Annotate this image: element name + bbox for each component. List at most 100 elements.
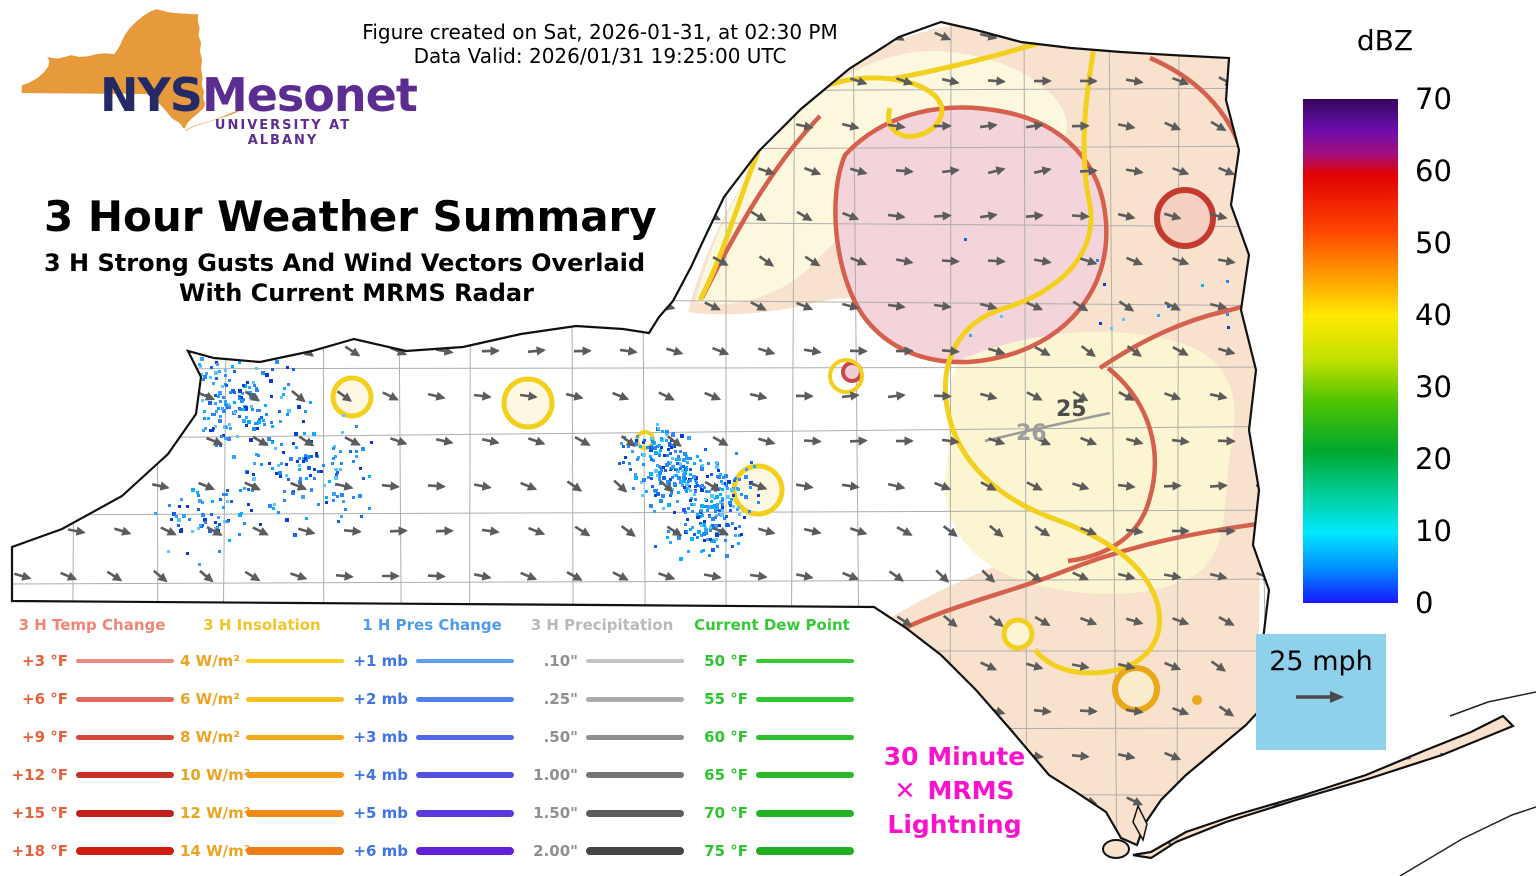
wind-arrow: [842, 571, 860, 581]
radar-pixel: [1167, 305, 1170, 308]
radar-pixel: [702, 523, 706, 527]
radar-pixel: [333, 445, 336, 448]
wind-arrow: [527, 436, 546, 446]
radar-pixel: [725, 554, 729, 558]
radar-pixel: [701, 464, 704, 467]
radar-pixel: [322, 464, 325, 467]
legend-item: +4 mb: [350, 756, 514, 794]
radar-pixel: [230, 500, 233, 503]
radar-pixel: [700, 504, 704, 508]
legend-line-swatch: [246, 659, 344, 663]
wind-arrow: [1034, 525, 1051, 537]
radar-pixel: [251, 408, 254, 411]
radar-pixel: [682, 473, 685, 476]
legend-column-title: 3 H Insolation: [203, 616, 321, 634]
radar-pixel: [730, 498, 733, 501]
radar-pixel: [271, 467, 274, 470]
wind-arrow: [1348, 751, 1366, 761]
radar-pixel: [232, 455, 236, 459]
insolation-circle: [1001, 617, 1035, 651]
radar-pixel: [738, 513, 741, 516]
radar-pixel: [270, 395, 273, 398]
wind-arrow: [1025, 31, 1044, 41]
wind-arrow: [704, 301, 721, 311]
radar-pixel: [711, 517, 715, 521]
legend-item: 50 °F: [690, 642, 854, 680]
radar-pixel: [302, 457, 305, 460]
radar-pixel: [336, 495, 339, 498]
radar-pixel: [287, 478, 290, 481]
wind-arrow: [795, 481, 814, 491]
radar-pixel: [691, 526, 694, 529]
radar-pixel: [628, 462, 631, 465]
wind-arrow: [574, 435, 591, 447]
wind-arrow: [933, 391, 952, 401]
radar-pixel: [964, 238, 967, 241]
radar-pixel: [218, 550, 221, 553]
wind-arrow: [1026, 570, 1042, 582]
radar-pixel: [203, 417, 206, 420]
radar-pixel: [711, 505, 715, 509]
legend-item: 70 °F: [690, 794, 854, 832]
radar-pixel: [241, 392, 244, 395]
wind-arrow: [435, 436, 454, 446]
radar-pixel: [658, 444, 661, 447]
legend-line-swatch: [76, 659, 174, 663]
legend-item-label: +5 mb: [353, 804, 408, 822]
radar-pixel: [310, 489, 313, 492]
radar-pixel: [176, 363, 180, 367]
wind-arrow: [887, 301, 906, 311]
radar-pixel: [271, 368, 274, 371]
radar-pixel: [261, 371, 265, 375]
mrms-radar-pixels: [151, 238, 1230, 566]
radar-pixel: [661, 494, 665, 498]
wind-arrow: [1493, 526, 1512, 536]
legend-item-label: 14 W/m²: [180, 842, 251, 860]
legend-column-5: Current Dew Point 50 °F 55 °F 60 °F 65 °F 70 …: [690, 612, 854, 870]
legend-item-label: .25": [543, 690, 578, 708]
radar-pixel: [673, 511, 676, 514]
radar-pixel: [725, 484, 728, 487]
radar-pixel: [709, 529, 712, 532]
legend-column-title: 1 H Pres Change: [362, 616, 502, 634]
radar-pixel: [256, 409, 259, 412]
radar-pixel: [203, 410, 206, 413]
radar-pixel: [707, 462, 710, 465]
radar-pixel: [296, 460, 299, 463]
radar-pixel: [292, 490, 295, 493]
radar-pixel: [685, 482, 689, 486]
radar-pixel: [681, 469, 684, 472]
radar-pixel: [278, 471, 282, 475]
radar-pixel: [743, 516, 746, 519]
radar-pixel: [696, 513, 699, 516]
radar-pixel: [679, 480, 683, 484]
radar-pixel: [214, 402, 217, 405]
radar-pixel: [740, 493, 743, 496]
legend-line-swatch: [586, 659, 684, 663]
radar-pixel: [637, 456, 640, 459]
wind-arrow: [336, 390, 353, 402]
wind-arrow: [887, 121, 906, 131]
radar-pixel: [715, 533, 719, 537]
radar-pixel: [186, 505, 189, 508]
wind-arrow: [1125, 526, 1144, 536]
radar-pixel: [240, 396, 243, 399]
dbz-colorbar-ticks: 70 60 50 40 30 20 10 0: [1415, 82, 1495, 620]
wind-arrow: [850, 256, 868, 266]
wind-arrow: [520, 481, 538, 491]
radar-pixel: [178, 505, 181, 508]
radar-pixel: [643, 439, 646, 442]
wind-arrow: [657, 121, 676, 131]
wind-arrow: [1071, 481, 1090, 491]
radar-pixel: [214, 425, 217, 428]
wind-arrow: [335, 571, 354, 581]
radar-pixel: [222, 348, 225, 351]
radar-pixel: [1099, 322, 1102, 325]
radar-pixel: [267, 437, 271, 441]
radar-pixel: [736, 508, 739, 511]
radar-pixel: [332, 457, 335, 460]
gust-value-label: 25: [1056, 397, 1087, 422]
radar-pixel: [262, 419, 265, 422]
wind-arrow: [1118, 391, 1135, 401]
radar-pixel: [664, 469, 667, 472]
